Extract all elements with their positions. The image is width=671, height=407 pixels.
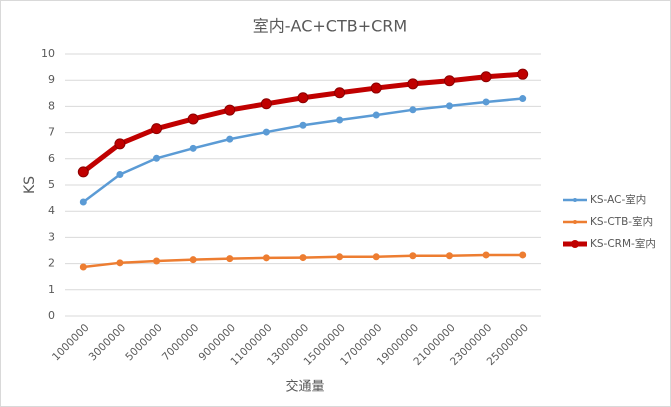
legend-marker [573, 198, 577, 202]
data-point [189, 144, 197, 152]
data-point [151, 123, 163, 135]
y-tick-label: 8 [48, 99, 55, 112]
data-point [260, 98, 272, 110]
y-tick-label: 4 [48, 204, 55, 217]
data-point [409, 252, 417, 260]
y-tick-label: 10 [41, 47, 55, 60]
data-point [297, 92, 309, 104]
data-point [226, 255, 234, 263]
y-tick-label: 0 [48, 309, 55, 322]
data-point [370, 82, 382, 94]
data-point [299, 121, 307, 129]
legend-label: KS-CRM-室内 [590, 237, 656, 250]
data-point [334, 87, 346, 99]
legend-label: KS-AC-室内 [590, 193, 646, 206]
y-tick-label: 6 [48, 152, 55, 165]
data-point [443, 75, 455, 87]
legend-marker [571, 240, 579, 248]
y-tick-label: 7 [48, 126, 55, 139]
x-axis-label: 交通量 [285, 379, 324, 395]
y-axis-label: KS [22, 176, 38, 194]
data-point [407, 78, 419, 90]
data-point [409, 106, 417, 114]
y-tick-label: 3 [48, 230, 55, 243]
data-point [445, 252, 453, 260]
data-point [153, 154, 161, 162]
data-point [116, 171, 124, 179]
chart-title: 室内-AC+CTB+CRM [253, 17, 407, 36]
data-point [519, 95, 527, 103]
data-point [336, 253, 344, 261]
data-point [445, 102, 453, 110]
data-point [114, 138, 126, 150]
data-point [262, 128, 270, 136]
data-point [517, 68, 529, 80]
data-point [79, 198, 87, 206]
data-point [482, 251, 490, 259]
data-point [336, 116, 344, 124]
data-point [224, 104, 236, 116]
data-point [372, 253, 380, 261]
data-point [226, 135, 234, 143]
y-tick-label: 2 [48, 257, 55, 270]
data-point [482, 98, 490, 106]
data-point [116, 259, 124, 267]
data-point [153, 257, 161, 265]
data-point [262, 254, 270, 262]
data-point [187, 113, 199, 125]
data-point [519, 251, 527, 259]
data-point [189, 256, 197, 264]
legend-label: KS-CTB-室内 [590, 215, 653, 228]
data-point [372, 111, 380, 119]
y-tick-label: 5 [48, 178, 55, 191]
data-point [480, 71, 492, 83]
y-tick-label: 1 [48, 283, 55, 296]
data-point [79, 263, 87, 271]
data-point [299, 254, 307, 262]
legend-marker [573, 220, 577, 224]
data-point [77, 166, 89, 178]
y-tick-label: 9 [48, 73, 55, 86]
